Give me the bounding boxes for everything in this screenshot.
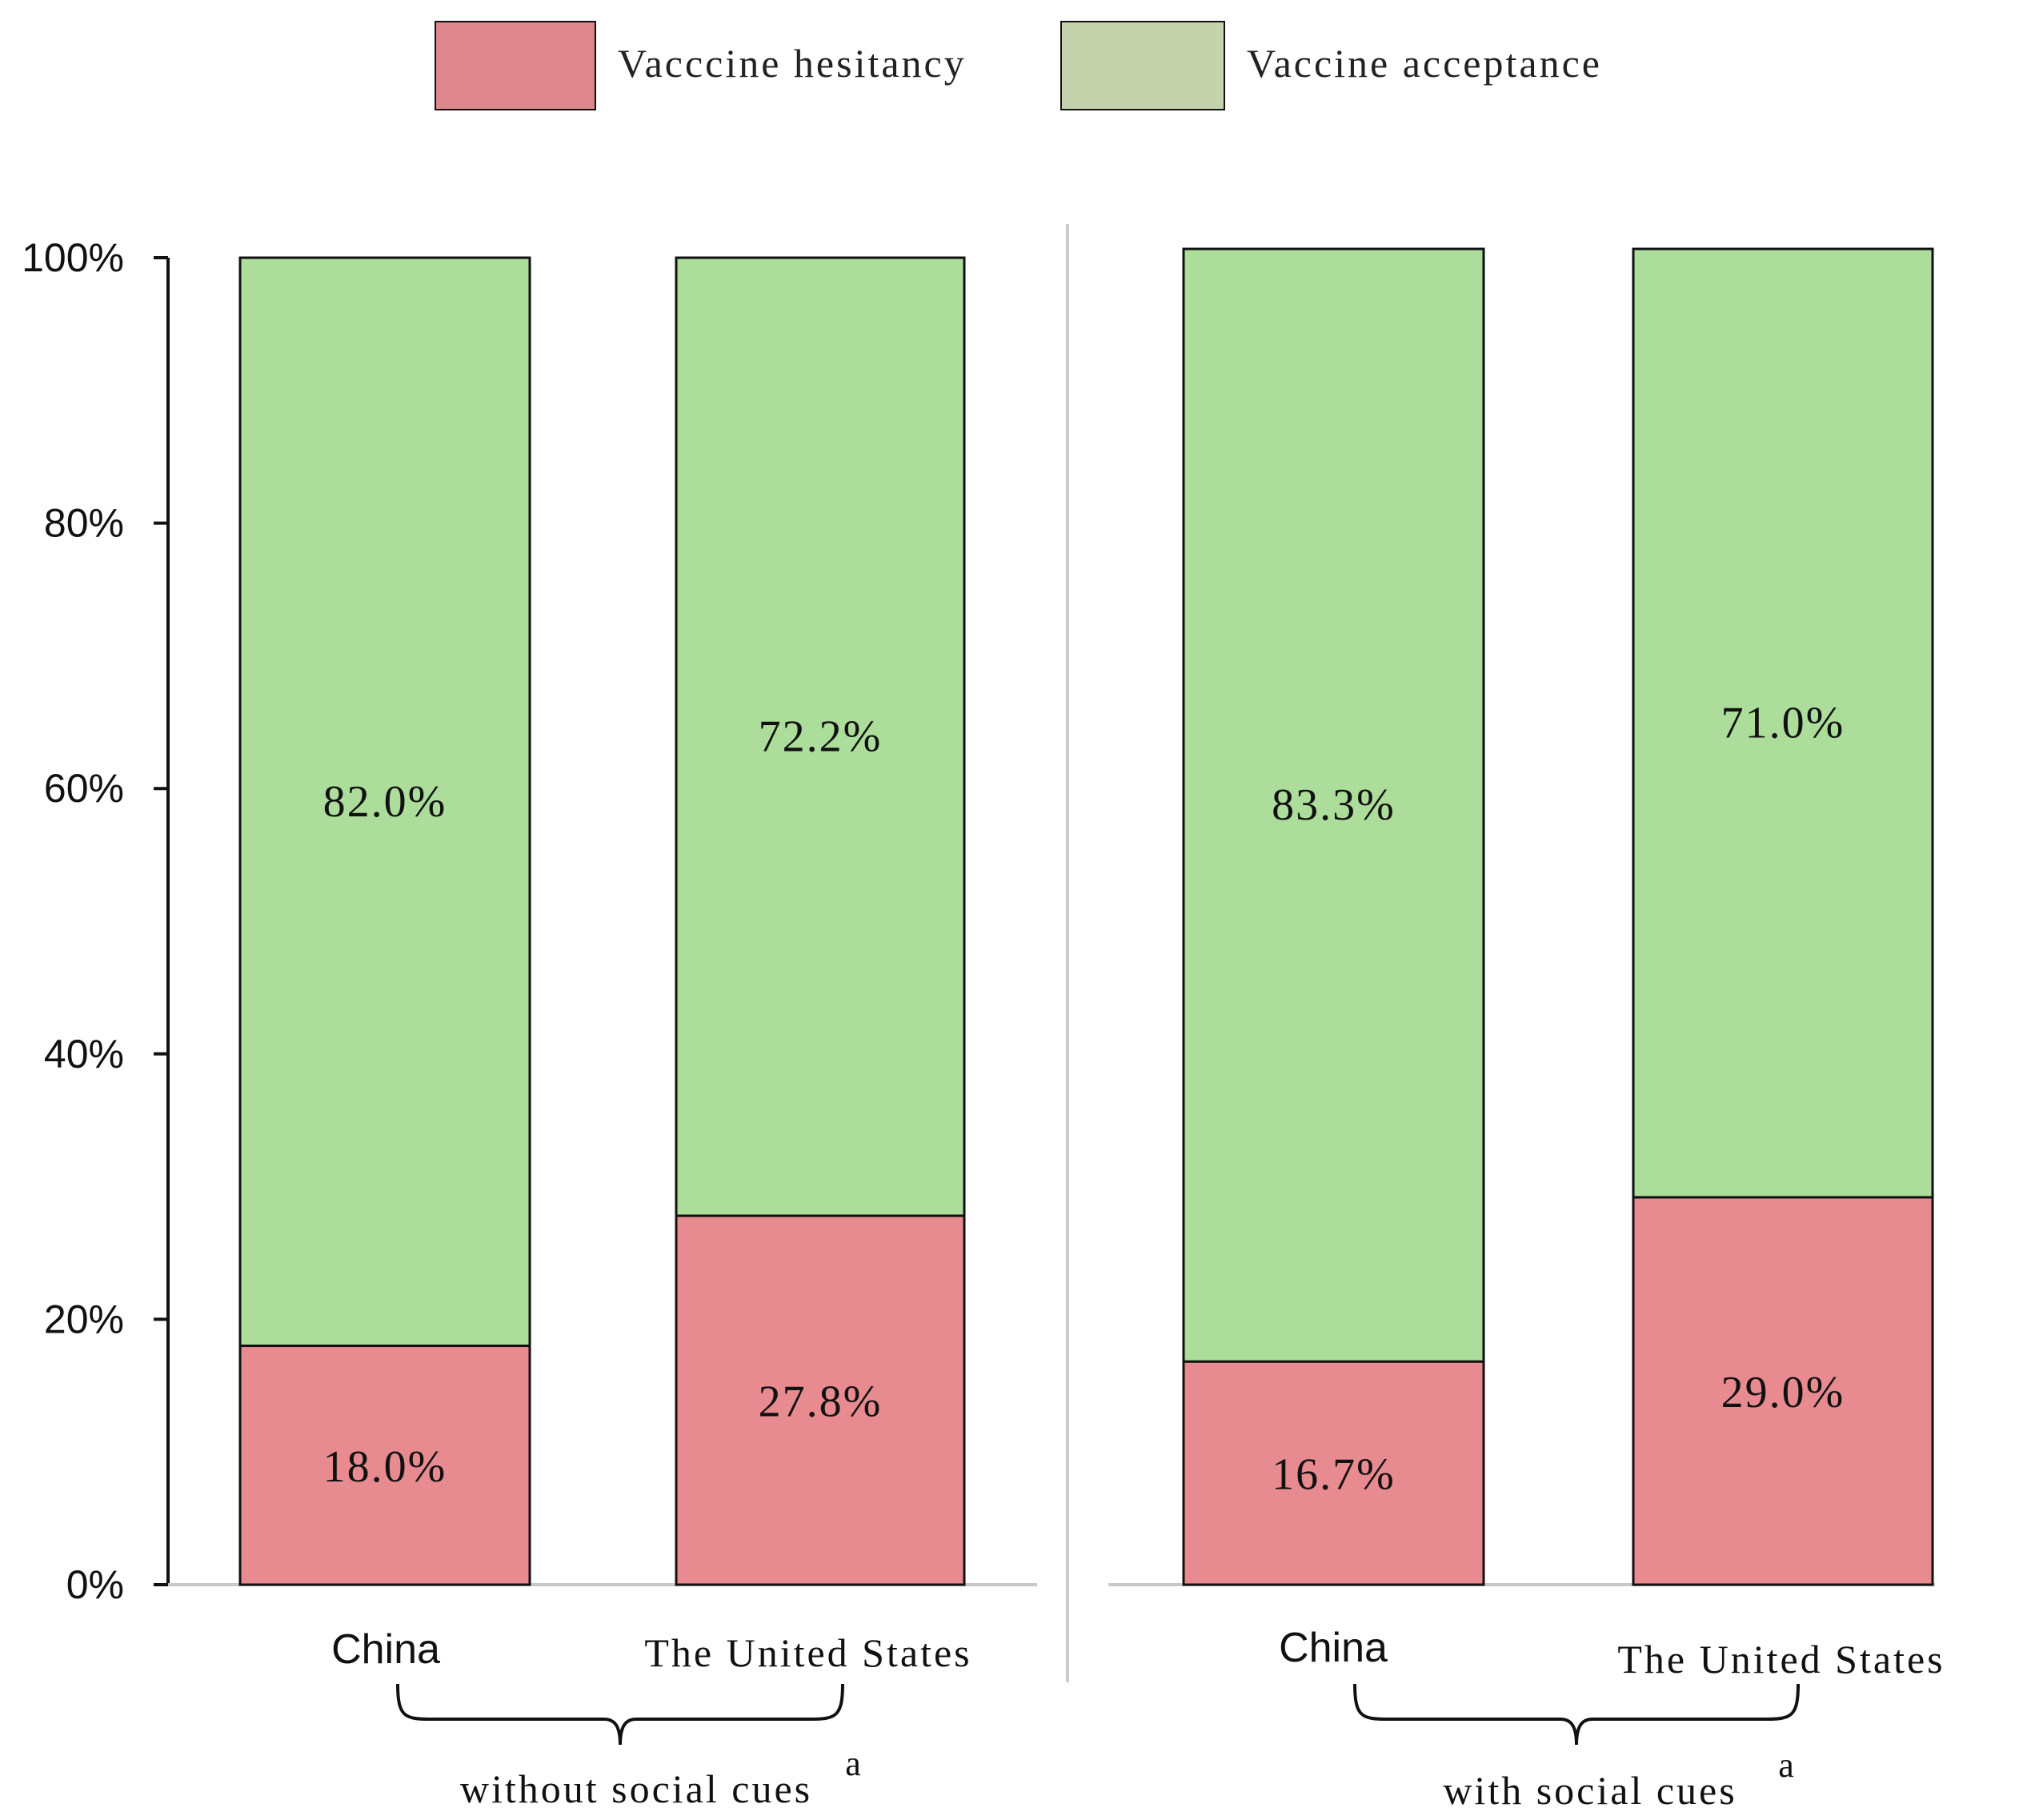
legend-swatch-hesitancy (435, 21, 596, 110)
y-tick-label: 100% (22, 235, 124, 280)
data-label-hesitancy: 27.8% (759, 1377, 883, 1427)
data-label-hesitancy: 29.0% (1721, 1368, 1845, 1417)
bar-acceptance-with-china (1182, 247, 1485, 1363)
bar-acceptance-without-us (675, 256, 966, 1217)
group-annotations: China The United States without social cue… (331, 1625, 1945, 1813)
legend: Vacccine hesitancy Vaccine acceptance (435, 21, 1602, 110)
bars: 82.0% 18.0% 72.2% 27.8% 83.3% 16.7% 71.0% 29.0% (238, 247, 1934, 1586)
group-label: without social cues (460, 1766, 812, 1811)
group-brace (1353, 1683, 1800, 1746)
bar-acceptance-with-us (1632, 247, 1934, 1199)
bar-hesitancy-with-china (1182, 1360, 1485, 1586)
legend-swatch-acceptance (1060, 21, 1225, 110)
y-tick-label: 80% (44, 501, 124, 546)
data-label-acceptance: 83.3% (1272, 780, 1396, 830)
y-tick-label: 40% (44, 1032, 124, 1076)
group-label: with social cues (1443, 1768, 1737, 1813)
group-brace (396, 1683, 844, 1746)
data-label-acceptance: 72.2% (759, 712, 883, 762)
category-label: The United States (1617, 1637, 1945, 1682)
category-label: China (331, 1626, 440, 1673)
category-label: The United States (644, 1630, 971, 1675)
group-label-superscript: a (1778, 1746, 1794, 1785)
category-label: China (1279, 1625, 1388, 1671)
bar-hesitancy-without-china (238, 1345, 531, 1586)
data-label-hesitancy: 18.0% (323, 1442, 447, 1492)
legend-label-hesitancy: Vacccine hesitancy (618, 41, 967, 86)
data-label-acceptance: 71.0% (1721, 698, 1845, 748)
legend-label-acceptance: Vaccine acceptance (1247, 41, 1602, 86)
y-tick-label: 60% (44, 766, 124, 811)
y-tick-label: 0% (66, 1562, 124, 1607)
y-tick-label: 20% (44, 1297, 124, 1341)
data-label-acceptance: 82.0% (323, 777, 447, 827)
bar-hesitancy-with-us (1632, 1196, 1934, 1586)
data-label-hesitancy: 16.7% (1272, 1450, 1396, 1500)
bar-hesitancy-without-us (675, 1214, 966, 1586)
group-label-superscript: a (845, 1744, 861, 1783)
bar-acceptance-without-china (238, 256, 531, 1348)
